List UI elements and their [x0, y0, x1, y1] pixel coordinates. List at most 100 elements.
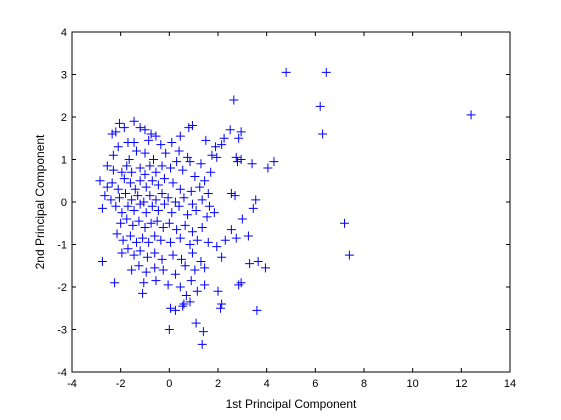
- points-layer: [95, 67, 476, 349]
- scatter-point: [196, 257, 206, 266]
- scatter-point: [187, 121, 197, 130]
- scatter-point: [179, 193, 189, 203]
- scatter-point: [146, 129, 156, 139]
- scatter-point: [192, 286, 202, 296]
- scatter-point: [219, 133, 229, 143]
- scatter-point: [107, 129, 117, 139]
- scatter-point: [192, 235, 202, 245]
- scatter-point: [129, 206, 139, 215]
- scatter-point: [177, 254, 186, 264]
- scatter-point: [178, 301, 188, 311]
- scatter-point: [215, 303, 225, 313]
- scatter-point: [170, 197, 180, 207]
- scatter-point: [186, 276, 196, 286]
- y-tick-label: 4: [61, 27, 67, 39]
- scatter-point: [135, 246, 145, 256]
- scatter-point: [97, 203, 107, 213]
- scatter-point: [166, 303, 176, 313]
- scatter-point: [217, 252, 227, 262]
- scatter-point: [232, 157, 242, 167]
- scatter-point: [172, 225, 182, 235]
- scatter-point: [141, 267, 151, 277]
- scatter-point: [125, 178, 135, 188]
- scatter-point: [119, 174, 129, 184]
- scatter-point: [131, 237, 141, 247]
- scatter-point: [135, 176, 145, 186]
- scatter-point: [344, 250, 354, 260]
- scatter-point: [140, 223, 150, 232]
- scatter-point: [186, 186, 196, 196]
- scatter-point: [106, 195, 116, 205]
- scatter-point: [164, 325, 174, 334]
- scatter-point: [156, 140, 166, 150]
- scatter-point: [281, 67, 291, 77]
- scatter-point: [245, 259, 255, 269]
- x-tick-label: 0: [166, 378, 172, 390]
- scatter-point: [248, 203, 258, 213]
- scatter-point: [170, 269, 180, 279]
- scatter-point: [117, 208, 127, 218]
- x-tick-label: -2: [116, 378, 126, 390]
- scatter-point: [180, 261, 190, 271]
- scatter-point: [251, 195, 261, 205]
- scatter-point: [234, 280, 244, 290]
- scatter-point: [195, 182, 205, 192]
- scatter-point: [466, 110, 476, 120]
- scatter-point: [141, 182, 151, 192]
- scatter-point: [230, 191, 240, 201]
- scatter-point: [123, 201, 133, 211]
- x-tick-label: 4: [264, 378, 270, 390]
- scatter-point: [121, 189, 131, 198]
- scatter-point: [231, 152, 241, 162]
- scatter-point: [157, 189, 167, 198]
- y-axis-label: 2nd Principal Component: [33, 134, 47, 269]
- scatter-point: [151, 276, 161, 286]
- scatter-point: [200, 263, 210, 273]
- scatter-point: [142, 252, 152, 262]
- scatter-point: [150, 231, 160, 241]
- scatter-point: [127, 167, 137, 177]
- scatter-point: [252, 305, 262, 315]
- scatter-point: [234, 133, 244, 143]
- scatter-point: [140, 169, 150, 179]
- scatter-point: [159, 174, 169, 184]
- scatter-point: [164, 218, 174, 228]
- scatter-point: [123, 244, 133, 254]
- scatter-point: [213, 286, 223, 296]
- scatter-point: [114, 193, 124, 203]
- scatter-point: [212, 242, 222, 252]
- scatter-point: [95, 176, 105, 186]
- scatter-point: [124, 155, 134, 164]
- scatter-point: [225, 125, 235, 135]
- scatter-point: [183, 210, 193, 220]
- scatter-point: [187, 227, 197, 237]
- scatter-point: [151, 167, 161, 177]
- scatter-point: [200, 280, 210, 290]
- scatter-point: [340, 218, 350, 228]
- scatter-point: [114, 118, 124, 128]
- scatter-point: [183, 152, 193, 162]
- scatter-point: [198, 327, 208, 337]
- y-tick-label: -3: [57, 325, 67, 337]
- scatter-point: [200, 176, 210, 186]
- scatter-point: [156, 235, 166, 245]
- scatter-point: [97, 257, 107, 266]
- scatter-point: [209, 208, 219, 218]
- scatter-point: [174, 146, 184, 156]
- scatter-point: [178, 165, 188, 175]
- scatter-point: [185, 297, 195, 307]
- scatter-point: [134, 216, 144, 226]
- scatter-point: [158, 223, 168, 232]
- scatter-point: [133, 191, 143, 201]
- scatter-point: [125, 231, 135, 241]
- scatter-point: [204, 201, 214, 211]
- scatter-point: [100, 191, 110, 201]
- scatter-point: [147, 176, 157, 186]
- scatter-point: [167, 208, 177, 218]
- scatter-point: [197, 223, 207, 232]
- scatter-point: [122, 214, 132, 224]
- scatter-point: [110, 278, 120, 288]
- scatter-point: [260, 263, 270, 273]
- scatter-point: [236, 278, 246, 288]
